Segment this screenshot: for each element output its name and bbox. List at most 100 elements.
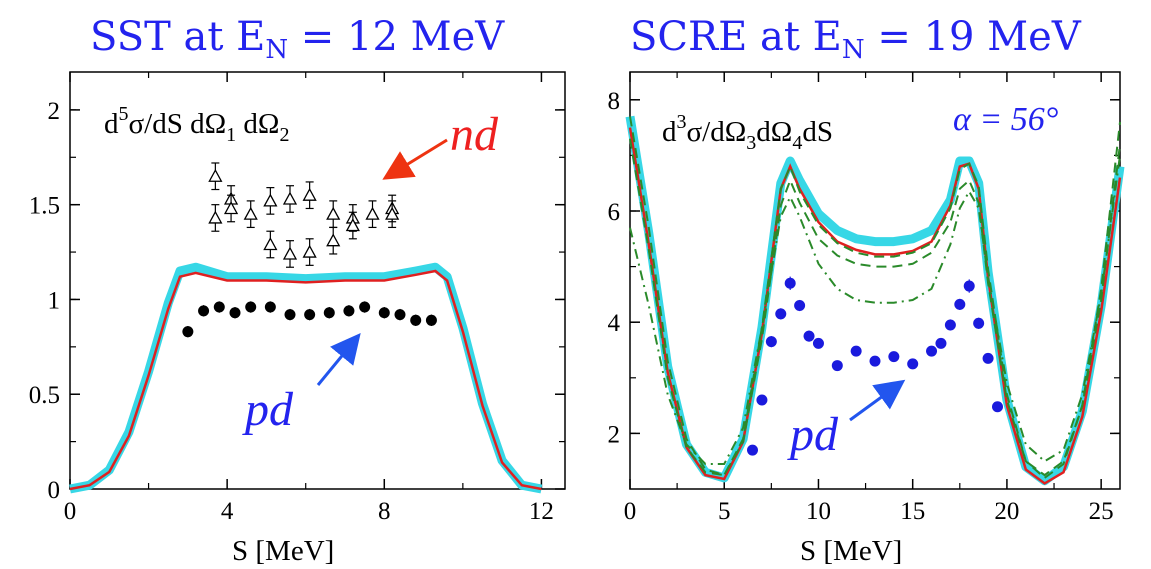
right-pd-point [765,336,777,348]
nd-point [345,218,360,232]
nd-point [282,246,298,260]
right-pd-point [831,360,843,372]
pd-arrow-right [849,379,906,422]
left-pd-point [394,309,406,321]
alpha-label: α = 56° [953,101,1059,138]
right-xtick-label: 25 [1089,498,1114,525]
left-title: SST at EN = 12 MeV [90,14,505,65]
left-pd-point [284,309,296,321]
right-xtick-label: 20 [994,498,1019,525]
left-ytick-label: 1 [48,287,61,314]
left-ytick-label: 1.5 [29,193,60,220]
right-pd-point [963,280,975,292]
right-pd-point [747,444,758,456]
left-pd-point [245,301,257,313]
right-xtick-label: 5 [718,498,731,525]
right-formula: d3σ/dΩ3dΩ4dS [662,111,833,154]
right-pd-point [944,319,956,331]
left-ytick-label: 2 [48,98,61,125]
nd-point [326,206,341,220]
right-green-dashed-2 [629,138,1121,477]
left-pd-point [213,301,225,313]
left-xlabel: S [MeV] [232,535,334,567]
right-green-dashed-1 [629,116,1121,480]
nd-point [302,244,317,258]
right-title-sub: N [842,35,865,65]
pd-label-left: pd [242,383,294,436]
right-pd-point [803,330,815,342]
nd-point [208,168,223,182]
left-plot-frame [69,71,566,490]
right-chart-marks: 0 5 10 15 20 25 2 4 6 8 [608,72,1125,525]
left-xtick-label: 0 [64,498,77,525]
left-xtick-label: 8 [378,498,391,525]
left-formula: d5σ/dS dΩ1 dΩ2 [104,103,289,146]
right-theory-band [625,115,1125,486]
right-pd-point [775,308,787,320]
right-theory-red [628,127,1122,485]
nd-point [263,193,278,207]
nd-point [208,210,223,224]
right-ytick-label: 8 [608,88,621,115]
nd-point [282,191,298,205]
right-pd-point [954,298,966,310]
left-title-sub: N [265,35,288,65]
right-pd-point [907,358,919,370]
right-pd-point [992,401,1003,413]
left-pd-point [229,307,241,319]
left-pd-point [182,326,194,338]
right-ytick-label: 6 [608,199,621,226]
nd-point [223,201,239,215]
right-xtick-label: 15 [900,498,925,525]
left-xtick-label: 4 [221,498,234,525]
left-title-rest: = 12 MeV [288,14,505,60]
nd-point [385,206,400,220]
nd-point [243,206,258,220]
left-pd-point [304,309,316,321]
right-pd-point [888,351,900,363]
right-green-dash-dot [629,155,1121,465]
left-pd-point [425,314,437,326]
nd-arrow [382,138,448,180]
left-ytick-label: 0.5 [29,382,60,409]
left-ytick-label: 0 [48,477,61,504]
left-theory-red [69,269,542,491]
right-xtick-label: 10 [806,498,831,525]
left-chart-marks: 0 4 8 12 0 0.5 1 1.5 2 [29,72,565,525]
right-pd-point [784,277,796,289]
pd-arrow-left [316,333,361,386]
right-pd-point [973,317,985,329]
right-pd-point [935,337,947,349]
right-pd-point [869,355,881,367]
right-ytick-label: 4 [608,310,621,337]
left-pd-point [264,301,276,313]
nd-point [302,187,317,201]
right-xlabel: S [MeV] [800,535,902,567]
left-panel: SST at EN = 12 MeV 0 4 8 12 0 0.5 1 1.5 2 d5σ/dS… [29,14,566,567]
left-pd-point [359,301,371,313]
left-pd-point [343,305,355,317]
right-ytick-label: 2 [608,421,621,448]
nd-point [263,237,278,251]
left-pd-point [323,307,335,319]
right-title-rest: = 19 MeV [865,14,1082,60]
right-title-main: SCRE at E [630,14,842,60]
right-pd-point [812,337,824,349]
right-xtick-label: 0 [624,498,637,525]
left-pd-point [378,307,390,319]
right-panel: SCRE at EN = 19 MeV 0 5 10 15 20 25 2 4 6 8 d3σ/d… [608,14,1125,567]
right-pd-point [794,300,806,312]
right-pd-point [982,352,994,364]
nd-point [365,206,380,220]
left-title-main: SST at E [90,14,265,60]
left-pd-point [410,314,422,326]
right-pd-point [926,345,938,357]
left-theory-band [69,262,543,494]
right-pd-point [850,345,862,357]
right-plot-frame [629,71,1121,490]
left-xtick-label: 12 [529,498,554,525]
right-pd-point [756,394,768,406]
left-pd-point [198,305,210,317]
nd-point [326,233,341,247]
